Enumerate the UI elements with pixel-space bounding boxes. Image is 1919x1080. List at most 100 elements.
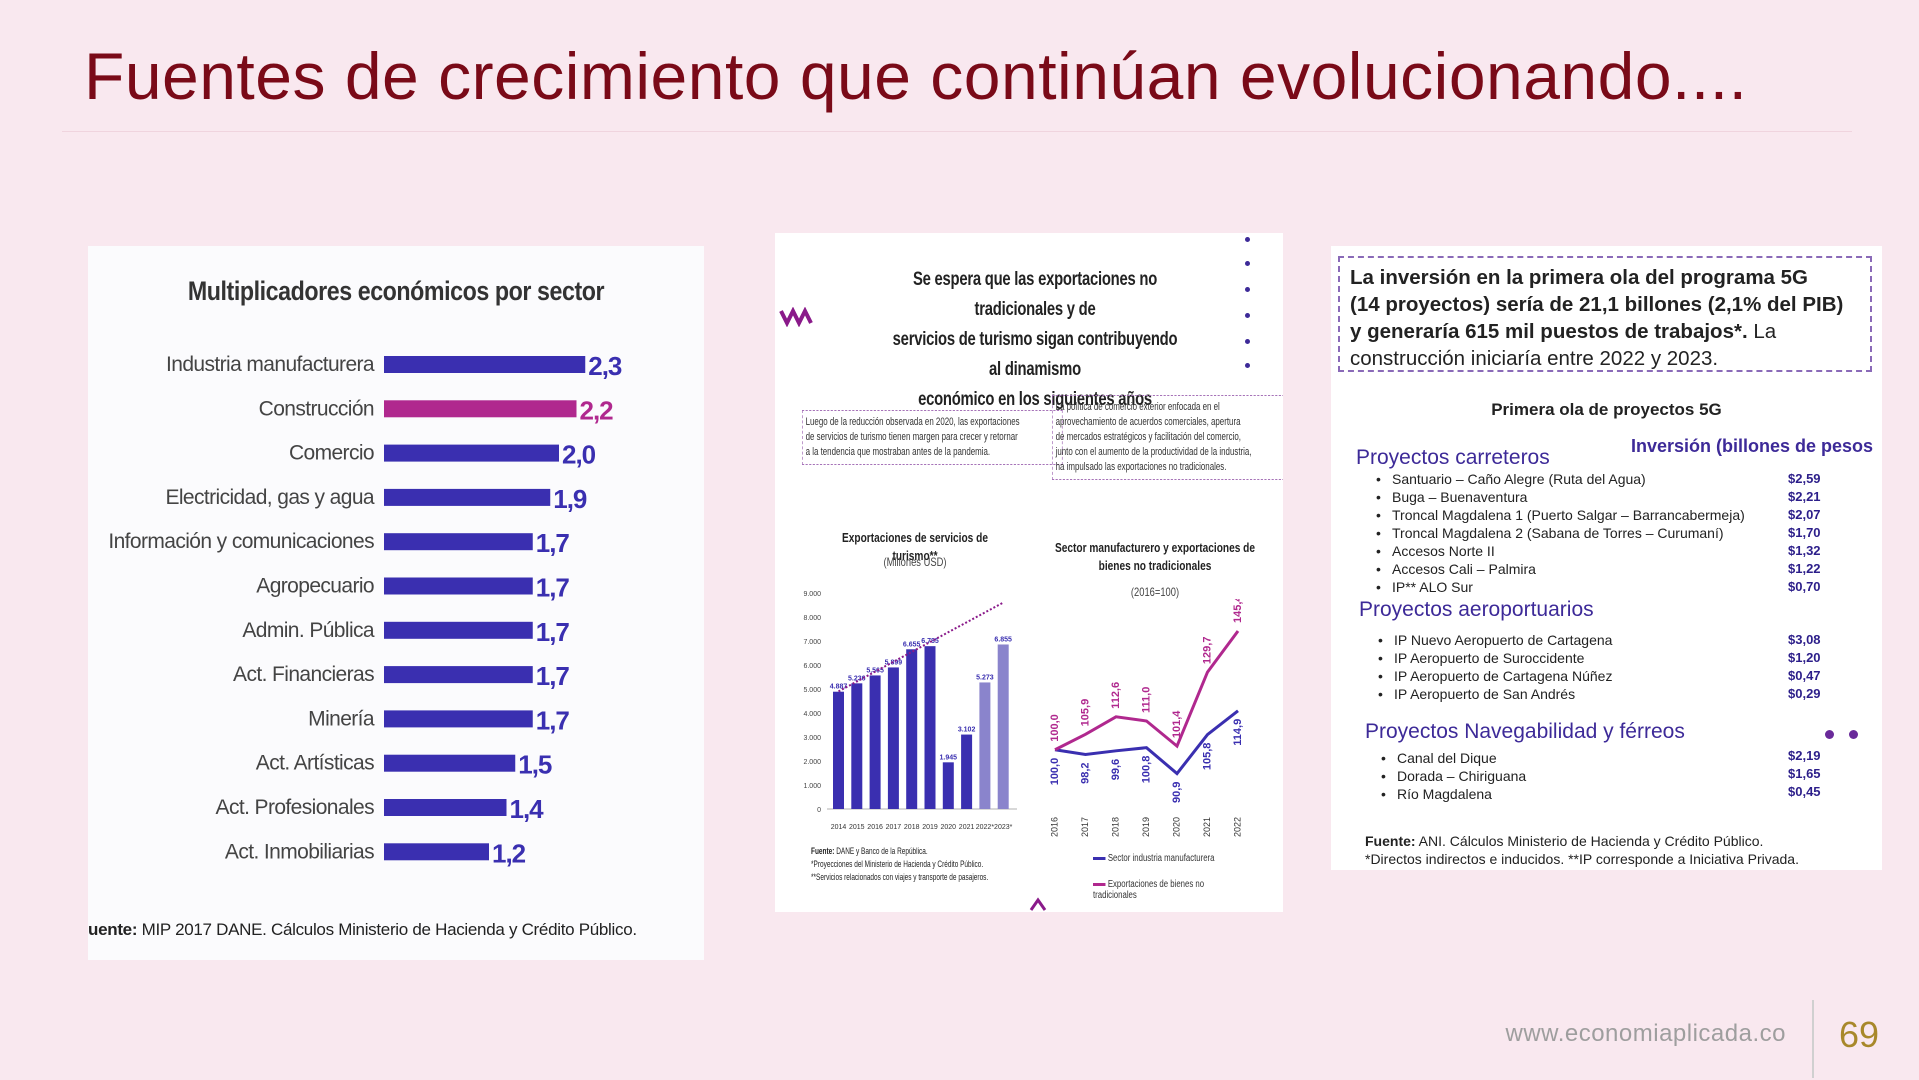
bar <box>942 762 954 809</box>
project-item: IP Nuevo Aeropuerto de Cartagena <box>1378 632 1612 648</box>
bar <box>384 710 533 728</box>
y-tick-label: 9.000 <box>803 591 821 598</box>
bar <box>384 843 489 861</box>
footer-divider <box>1812 1000 1814 1078</box>
point-value-label: 100,8 <box>1140 756 1152 784</box>
bar-value-label: 1,4 <box>510 794 545 824</box>
bar-value-label: 1,7 <box>536 528 570 558</box>
trade-policy-note-box: La política de comercio exterior enfocad… <box>1052 395 1283 480</box>
point-value-label: 129,7 <box>1201 637 1213 665</box>
point-value-label: 112,6 <box>1110 682 1122 709</box>
y-tick-label: 8.000 <box>803 615 821 622</box>
x-tick-label: 2020 <box>941 824 957 831</box>
bar <box>384 577 533 595</box>
5g-investment-panel: La inversión en la primera ola del progr… <box>1331 246 1882 870</box>
project-value: $0,29 <box>1788 686 1821 701</box>
bar-value-label: 5.236 <box>848 675 866 682</box>
bar-value-label: 1,7 <box>536 705 570 735</box>
category-label: Comercio <box>289 442 374 465</box>
legend-manufacturing: Sector industria manufacturera <box>1093 853 1214 864</box>
project-item: Troncal Magdalena 2 (Sabana de Torres – … <box>1376 525 1723 541</box>
decor-dot <box>1245 339 1250 344</box>
project-item: Accesos Cali – Palmira <box>1376 561 1536 577</box>
series-line <box>1054 630 1240 752</box>
bar-value-label: 1,2 <box>492 838 526 868</box>
bar <box>833 691 844 809</box>
exports-source-notes: Fuente: DANE y Banco de la República. *P… <box>811 846 989 882</box>
project-item: IP** ALO Sur <box>1376 579 1473 595</box>
x-tick-label: 2017 <box>886 824 902 831</box>
project-item: Río Magdalena <box>1381 786 1492 802</box>
project-value: $0,70 <box>1788 579 1821 594</box>
bar-value-label: 1.945 <box>940 754 958 761</box>
bar-value-label: 5.273 <box>976 674 994 681</box>
bar-value-label: 2,0 <box>562 440 596 470</box>
trend-line <box>838 601 1004 693</box>
category-airports: Proyectos aeroportuarios <box>1359 598 1594 621</box>
x-tick-label: 2017 <box>1080 817 1090 837</box>
project-value: $0,45 <box>1788 784 1821 799</box>
bar <box>384 621 533 639</box>
bar-value-label: 1,5 <box>518 750 552 780</box>
tourism-chart-title: Exportaciones de servicios de turismo** <box>842 530 988 563</box>
bar-value-label: 3.102 <box>958 727 976 734</box>
bar <box>887 667 899 809</box>
bar <box>924 646 936 809</box>
caret-up-icon <box>1029 897 1047 911</box>
x-tick-label: 2023* <box>994 824 1013 831</box>
point-value-label: 145,4 <box>1232 599 1244 623</box>
multipliers-chart-title: Multiplicadores económicos por sector <box>187 276 605 306</box>
bar <box>384 444 559 462</box>
y-tick-label: 1.000 <box>803 783 821 790</box>
bar <box>869 675 881 809</box>
manufacturing-chart-subtitle: (2016=100) <box>1130 585 1180 599</box>
x-tick-label: 2019 <box>1141 817 1151 837</box>
category-label: Electricidad, gas y agua <box>165 486 374 509</box>
category-roads: Proyectos carreteros <box>1356 446 1550 469</box>
decor-dot <box>1245 313 1250 318</box>
point-value-label: 99,6 <box>1110 759 1122 780</box>
project-item: IP Aeropuerto de San Andrés <box>1378 686 1575 702</box>
project-item: Canal del Dique <box>1381 750 1497 766</box>
multipliers-chart-panel: Multiplicadores económicos por sector In… <box>88 246 704 960</box>
legend-swatch <box>1093 856 1106 860</box>
x-tick-label: 2021 <box>959 824 975 831</box>
category-waterways-rail: Proyectos Navegabilidad y férreos <box>1365 720 1685 743</box>
bar-value-label: 5.899 <box>885 659 903 666</box>
bar-value-label: 6.655 <box>903 641 921 648</box>
project-value: $2,19 <box>1788 748 1821 763</box>
decor-dot <box>1245 237 1250 242</box>
point-value-label: 100,0 <box>1049 714 1061 742</box>
bar <box>384 754 516 772</box>
legend-exports: Exportaciones de bienes no tradicionales <box>1093 879 1205 901</box>
manufacturing-line-chart: 100,0 98,2 99,6 100,8 90,9 105,8 114,9 100,0 105… <box>1049 599 1244 837</box>
project-item: Dorada – Chiriguana <box>1381 768 1526 784</box>
category-label: Act. Profesionales <box>216 796 375 819</box>
project-value: $1,20 <box>1788 650 1821 665</box>
title-divider <box>62 131 1852 132</box>
y-tick-label: 7.000 <box>803 639 821 646</box>
x-tick-label: 2018 <box>904 824 920 831</box>
x-tick-label: 2015 <box>849 824 865 831</box>
tourism-chart-subtitle: (Millones USD) <box>883 555 947 569</box>
tourism-note-box: Luego de la reducción observada en 2020,… <box>802 410 1063 465</box>
page-number: 69 <box>1839 1014 1880 1055</box>
x-tick-label: 2016 <box>1049 817 1059 837</box>
project-value: $1,70 <box>1788 525 1821 540</box>
exports-panel: Se espera que las exportaciones no tradi… <box>775 233 1283 912</box>
footer-website-link[interactable]: www.economiaplicada.co <box>1505 1020 1786 1047</box>
investment-column-header: Inversión (billones de pesos <box>1631 436 1874 456</box>
exports-heading: Se espera que las exportaciones no tradi… <box>892 269 1178 410</box>
multipliers-source: uente: MIP 2017 DANE. Cálculos Ministeri… <box>88 920 637 939</box>
category-label: Act. Artísticas <box>256 752 374 775</box>
project-item: Accesos Norte II <box>1376 543 1495 559</box>
slide-title: Fuentes de crecimiento que continúan evo… <box>84 39 1748 113</box>
project-value: $0,47 <box>1788 668 1821 683</box>
bar <box>384 488 551 506</box>
bar <box>979 682 991 809</box>
project-item: Santuario – Caño Alegre (Ruta del Agua) <box>1376 471 1646 487</box>
bar <box>851 683 863 809</box>
x-tick-label: 2021 <box>1202 817 1212 837</box>
x-tick-label: 2016 <box>867 824 883 831</box>
project-value: $2,07 <box>1788 507 1821 522</box>
